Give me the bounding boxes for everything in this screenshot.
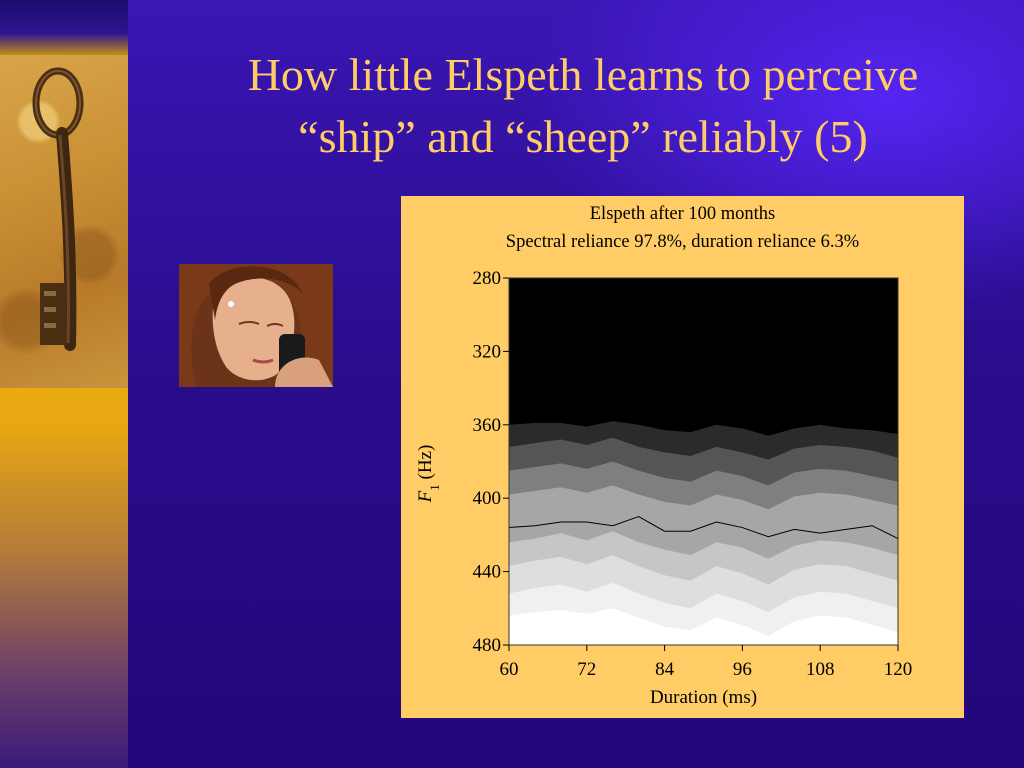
y-axis-label: F1 (Hz): [415, 445, 442, 504]
y-axis-label-subscript: 1: [427, 484, 442, 491]
x-tick-label: 60: [500, 659, 519, 680]
x-axis: 60 72 84 96 108 120: [500, 645, 913, 680]
key-icon: [32, 67, 84, 351]
title-line-2: “ship” and “sheep” reliably (5): [298, 111, 868, 162]
slide-title: How little Elspeth learns to perceive “s…: [150, 44, 1016, 168]
heatmap-chart: 280 320 360 400 440 480 60 72 84 96 108 120 Durati…: [415, 268, 913, 708]
chart-title: Elspeth after 100 months: [589, 204, 776, 224]
x-tick-label: 108: [806, 659, 835, 680]
heatmap-bands: [509, 278, 898, 645]
y-tick-label: 480: [473, 635, 502, 656]
boundary-line: [508, 516, 899, 540]
chart-panel: Elspeth after 100 months Spectral relian…: [401, 196, 964, 718]
title-line-1: How little Elspeth learns to perceive: [247, 49, 919, 100]
plot-frame: [508, 277, 899, 646]
y-tick-label: 400: [473, 488, 502, 509]
x-tick-label: 84: [655, 659, 675, 680]
y-tick-label: 280: [473, 268, 502, 289]
heatmap-band: [509, 608, 898, 645]
boundary-line-group: [508, 516, 899, 540]
chart-subtitle: Spectral reliance 97.8%, duration relian…: [505, 232, 860, 252]
y-tick-label: 320: [473, 341, 502, 362]
woman-on-phone-photo: [179, 264, 333, 387]
x-tick-label: 72: [577, 659, 596, 680]
y-axis-label-symbol: F: [415, 490, 436, 503]
side-top-band: [0, 0, 128, 55]
antique-key-photo: [0, 55, 128, 388]
y-tick-label: 360: [473, 415, 502, 436]
y-tick-label: 440: [473, 562, 502, 583]
x-tick-label: 96: [733, 659, 752, 680]
y-axis: 280 320 360 400 440 480: [473, 268, 509, 656]
x-axis-label: Duration (ms): [650, 687, 757, 708]
x-tick-label: 120: [884, 659, 913, 680]
y-axis-label-unit: (Hz): [415, 445, 436, 485]
